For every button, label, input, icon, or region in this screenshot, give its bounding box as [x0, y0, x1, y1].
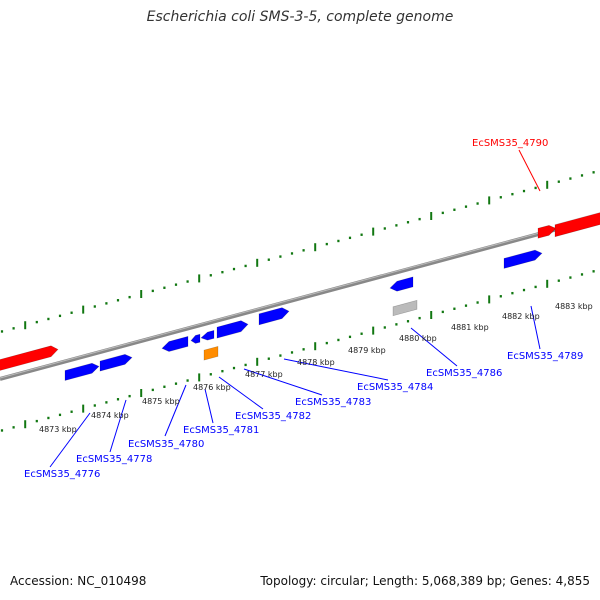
backbone-highlight [0, 216, 600, 379]
gene-label: EcSMS35_4781 [183, 425, 259, 436]
reverse-gene [200, 330, 215, 341]
scale-label: 4877 kbp [245, 370, 283, 379]
scale-label: 4880 kbp [399, 334, 437, 343]
leader-line [518, 149, 541, 192]
reverse-gene [64, 362, 100, 381]
forward-gene [0, 345, 59, 371]
leader-line [49, 412, 91, 468]
scale-label: 4879 kbp [348, 346, 386, 355]
reverse-gene [503, 249, 543, 269]
reverse-gene [161, 336, 189, 352]
accession-label: Accession: NC_010498 [10, 574, 147, 588]
rna-gene [203, 345, 219, 361]
backbone [0, 215, 600, 381]
scale-label: 4883 kbp [555, 302, 593, 311]
scale-label: 4878 kbp [297, 358, 335, 367]
reverse-gene [258, 307, 290, 326]
gene-label: EcSMS35_4780 [128, 439, 204, 450]
gene-labels: EcSMS35_4790 EcSMS35_4789 EcSMS35_4786 EcSM… [24, 138, 583, 480]
gene-label: EcSMS35_4786 [426, 368, 502, 379]
reverse-gene [190, 333, 201, 344]
leader-line [410, 327, 458, 367]
backbone-line [0, 215, 600, 381]
pseudo-gene [392, 299, 418, 317]
leader-line [530, 305, 541, 350]
genes [0, 212, 600, 381]
genome-summary: Topology: circular; Length: 5,068,389 bp… [260, 574, 590, 588]
scale-label: 4882 kbp [502, 312, 540, 321]
reverse-gene [389, 276, 414, 292]
gene-label: EcSMS35_4784 [357, 382, 433, 393]
leader-line [283, 358, 389, 381]
scale-label: 4875 kbp [142, 397, 180, 406]
gene-label: EcSMS35_4783 [295, 397, 371, 408]
gene-label: EcSMS35_4789 [507, 351, 583, 362]
scale-labels: 4873 kbp 4874 kbp 4875 kbp 4876 kbp 4877 kbp… [39, 302, 593, 434]
label-leaders [49, 149, 541, 468]
scale-label: 4881 kbp [451, 323, 489, 332]
gene-label: EcSMS35_4776 [24, 469, 100, 480]
forward-gene [554, 212, 600, 238]
gene-label: EcSMS35_4782 [235, 411, 311, 422]
leader-line [218, 376, 264, 410]
reverse-gene [99, 354, 133, 372]
leader-line [243, 368, 323, 396]
gene-label: EcSMS35_4778 [76, 454, 152, 465]
tick-marks [0, 171, 595, 432]
scale-label: 4876 kbp [193, 383, 231, 392]
leader-line [164, 384, 187, 437]
leader-line [204, 388, 214, 424]
leader-line [109, 399, 127, 453]
scale-label: 4874 kbp [91, 411, 129, 420]
gene-label: EcSMS35_4790 [472, 138, 548, 149]
reverse-gene [216, 320, 249, 339]
genome-title: Escherichia coli SMS-3-5, complete genom… [146, 9, 454, 25]
scale-label: 4873 kbp [39, 425, 77, 434]
forward-gene [537, 225, 557, 239]
